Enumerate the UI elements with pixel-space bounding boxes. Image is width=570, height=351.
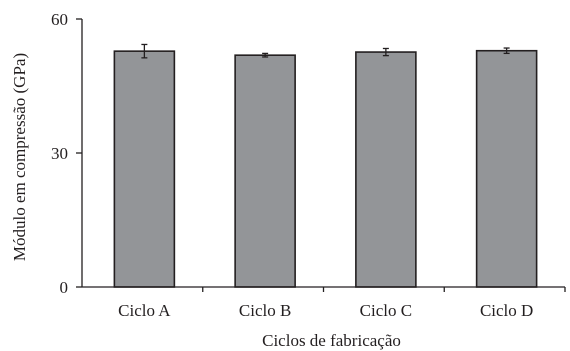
y-ticks-layer: 0 30 60	[51, 10, 82, 297]
error-bar	[503, 47, 510, 55]
x-category-layer: Ciclo A Ciclo B Ciclo C Ciclo D	[118, 287, 566, 320]
error-bar	[382, 47, 389, 57]
bar	[234, 54, 296, 288]
x-category-label: Ciclo A	[118, 301, 171, 320]
y-tick-label: 60	[51, 10, 68, 29]
bar	[113, 50, 176, 288]
x-axis-title: Ciclos de fabricação	[262, 331, 401, 350]
bar	[355, 51, 417, 288]
x-category-label: Ciclo C	[360, 301, 412, 320]
error-bar	[262, 52, 269, 58]
bars-layer	[113, 49, 538, 288]
error-bar	[141, 43, 148, 59]
x-category-label: Ciclo B	[239, 301, 291, 320]
y-tick-label: 0	[60, 278, 69, 297]
bar	[475, 49, 538, 288]
x-category-label: Ciclo D	[480, 301, 533, 320]
error-bars-layer	[141, 43, 510, 59]
y-tick-label: 30	[51, 144, 68, 163]
y-axis-title: Módulo em compressão (GPa)	[10, 53, 29, 261]
